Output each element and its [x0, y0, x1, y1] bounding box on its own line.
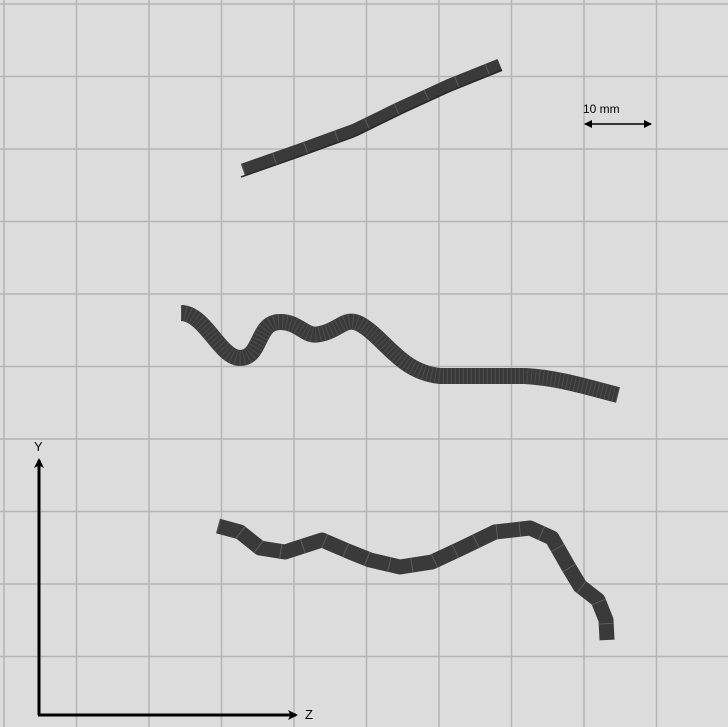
- ribbon-1-edge: [240, 69, 503, 178]
- scale-bar-label: 10 mm: [583, 102, 620, 116]
- ribbon-2-segments: [179, 305, 620, 403]
- ribbon-1: [240, 58, 503, 178]
- ribbon-layer: [179, 58, 620, 641]
- ribbon-3: [216, 518, 615, 641]
- ribbon-1-body: [240, 58, 503, 177]
- y-axis-label: Y: [34, 439, 43, 454]
- ribbon-3-body: [216, 518, 615, 641]
- scale-bar: 10 mm: [583, 102, 652, 128]
- ribbon-3-segments: [216, 518, 615, 641]
- axes: Y Z: [34, 439, 313, 722]
- ribbon-2: [179, 305, 620, 403]
- z-axis-label: Z: [305, 707, 313, 722]
